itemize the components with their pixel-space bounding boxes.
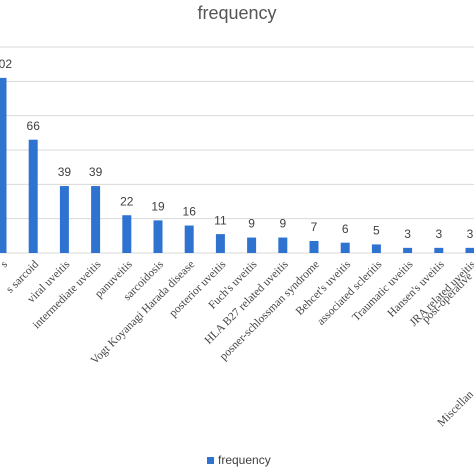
- bar: [465, 247, 474, 253]
- bar: [215, 234, 225, 253]
- bar: [122, 215, 132, 253]
- bar: [153, 220, 163, 253]
- data-label: 19: [151, 200, 165, 214]
- data-label: 66: [27, 119, 41, 133]
- bar: [247, 237, 257, 253]
- data-label: 9: [279, 217, 286, 231]
- data-label: 102: [0, 57, 12, 71]
- bar: [278, 237, 288, 253]
- data-label: 39: [89, 165, 103, 179]
- x-tick-label: Behcet's uveitis: [294, 258, 354, 318]
- bar: [434, 247, 444, 253]
- bar: [371, 244, 381, 253]
- data-label: 16: [183, 205, 197, 219]
- data-label: 3: [404, 227, 411, 241]
- data-label: 39: [58, 165, 72, 179]
- x-tick-label: s: [0, 258, 10, 270]
- data-label: 7: [311, 220, 318, 234]
- bar: [340, 242, 350, 253]
- legend-label: frequency: [218, 453, 271, 467]
- bar: [91, 186, 101, 253]
- bar: [28, 139, 38, 253]
- bar: [0, 77, 7, 254]
- data-label: 3: [467, 227, 474, 241]
- bar: [184, 225, 194, 253]
- bar: [59, 186, 69, 253]
- data-label: 22: [120, 194, 134, 208]
- data-label: 9: [248, 217, 255, 231]
- data-label: 11: [214, 213, 227, 227]
- x-tick-label: Miscellan: [435, 388, 474, 429]
- bar: [403, 247, 413, 253]
- data-label: 6: [342, 222, 349, 236]
- bar: [309, 240, 319, 253]
- data-label: 3: [435, 227, 442, 241]
- chart-title: frequency: [197, 3, 276, 23]
- legend-swatch: [207, 457, 214, 464]
- data-label: 5: [373, 224, 380, 238]
